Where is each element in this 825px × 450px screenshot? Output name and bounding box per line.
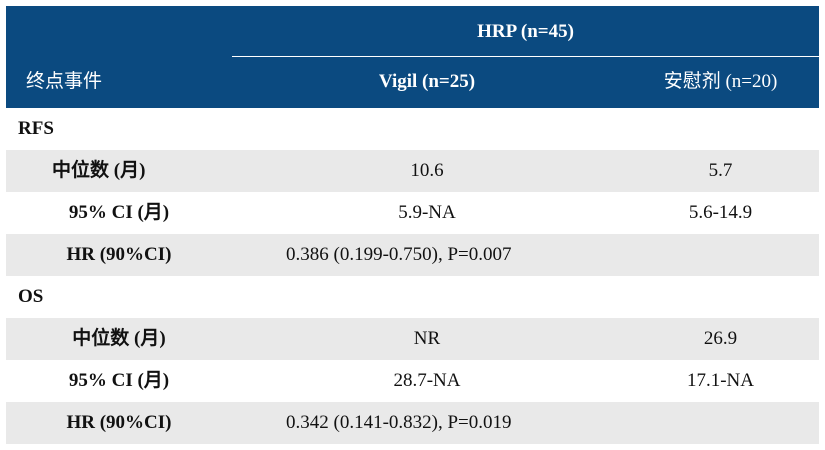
header-divider [232, 56, 819, 57]
table-row: 95% CI (月) 5.9-NA 5.6-14.9 [6, 192, 819, 234]
header-placebo: 安慰剂 (n=20) [663, 71, 778, 92]
placebo-value: 17.1-NA [686, 370, 755, 391]
table-row: 中位数 (月) 10.6 5.7 [6, 150, 819, 192]
vigil-value: NR [413, 328, 441, 349]
header-vigil: Vigil (n=25) [378, 71, 476, 92]
table-row: HR (90%CI) 0.386 (0.199-0.750), P=0.007 [6, 234, 819, 276]
table-row: HR (90%CI) 0.342 (0.141-0.832), P=0.019 [6, 402, 819, 444]
placebo-value: 26.9 [703, 328, 738, 349]
table-row: 95% CI (月) 28.7-NA 17.1-NA [6, 360, 819, 402]
vigil-value: 5.9-NA [398, 202, 456, 223]
row-label: 95% CI (月) [68, 202, 170, 223]
section-title-rfs: RFS [18, 118, 54, 139]
vigil-value: 10.6 [410, 160, 444, 181]
placebo-value: 5.6-14.9 [688, 202, 753, 223]
row-label: HR (90%CI) [66, 244, 172, 265]
table-row: 中位数 (月) NR 26.9 [6, 318, 819, 360]
hr-value: 0.342 (0.141-0.832), P=0.019 [286, 412, 512, 433]
header-group-hrp: HRP (n=45) [477, 21, 574, 42]
placebo-value: 5.7 [708, 160, 733, 181]
row-label: 中位数 (月) [52, 160, 146, 181]
row-label: HR (90%CI) [66, 412, 172, 433]
section-row-os: OS [6, 276, 819, 318]
vigil-value: 28.7-NA [393, 370, 461, 391]
row-label: 中位数 (月) [72, 328, 166, 349]
table-header: HRP (n=45) 终点事件 Vigil (n=25) 安慰剂 (n=20) [6, 6, 819, 108]
row-label: 95% CI (月) [68, 370, 170, 391]
header-endpoint: 终点事件 [26, 71, 103, 92]
section-title-os: OS [18, 286, 44, 307]
hr-value: 0.386 (0.199-0.750), P=0.007 [286, 244, 512, 265]
section-row-rfs: RFS [6, 108, 819, 150]
